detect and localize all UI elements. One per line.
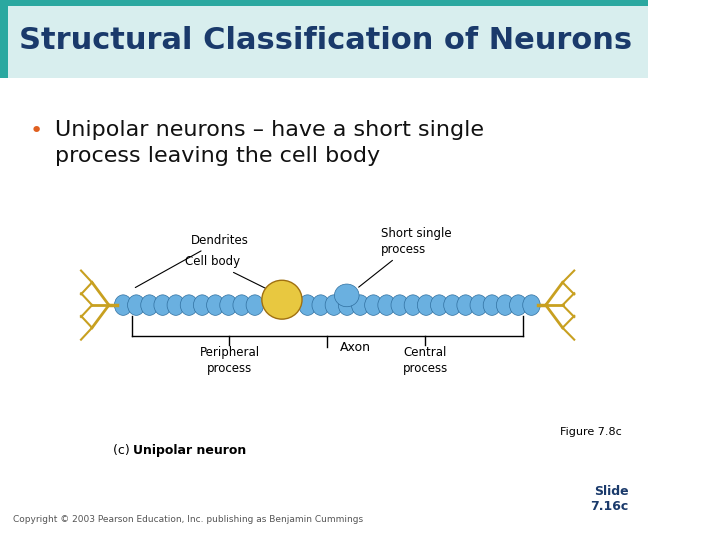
Ellipse shape: [523, 295, 540, 315]
Ellipse shape: [444, 295, 462, 315]
Text: Copyright © 2003 Pearson Education, Inc. publishing as Benjamin Cummings: Copyright © 2003 Pearson Education, Inc.…: [13, 515, 363, 524]
Ellipse shape: [496, 295, 514, 315]
Text: Axon: Axon: [341, 341, 372, 354]
Text: Dendrites: Dendrites: [135, 234, 249, 287]
Ellipse shape: [334, 284, 359, 307]
Ellipse shape: [483, 295, 500, 315]
Ellipse shape: [338, 295, 356, 315]
Text: Structural Classification of Neurons: Structural Classification of Neurons: [19, 26, 633, 55]
Ellipse shape: [391, 295, 408, 315]
Ellipse shape: [325, 295, 343, 315]
Text: Cell body: Cell body: [185, 255, 270, 291]
Ellipse shape: [220, 295, 238, 315]
Ellipse shape: [510, 295, 527, 315]
Ellipse shape: [457, 295, 474, 315]
Text: Unipolar neuron: Unipolar neuron: [133, 444, 246, 457]
Ellipse shape: [233, 295, 251, 315]
Text: •: •: [30, 122, 42, 141]
Ellipse shape: [418, 295, 435, 315]
Ellipse shape: [431, 295, 448, 315]
Ellipse shape: [299, 295, 316, 315]
Ellipse shape: [364, 295, 382, 315]
Ellipse shape: [246, 295, 264, 315]
Ellipse shape: [404, 295, 422, 315]
Text: Slide
7.16c: Slide 7.16c: [590, 485, 629, 513]
Text: Short single
process: Short single process: [359, 227, 451, 287]
Text: (c): (c): [114, 444, 138, 457]
Ellipse shape: [351, 295, 369, 315]
Ellipse shape: [312, 295, 330, 315]
Text: Peripheral
process: Peripheral process: [199, 346, 259, 375]
Ellipse shape: [207, 295, 224, 315]
Ellipse shape: [470, 295, 487, 315]
Ellipse shape: [140, 295, 158, 315]
FancyBboxPatch shape: [0, 0, 648, 6]
Ellipse shape: [167, 295, 184, 315]
Ellipse shape: [127, 295, 145, 315]
Ellipse shape: [154, 295, 171, 315]
Ellipse shape: [262, 280, 302, 319]
Ellipse shape: [194, 295, 211, 315]
FancyBboxPatch shape: [0, 0, 648, 78]
Ellipse shape: [114, 295, 132, 315]
FancyBboxPatch shape: [0, 0, 8, 78]
Text: Central
process: Central process: [402, 346, 448, 375]
Text: Unipolar neurons – have a short single
process leaving the cell body: Unipolar neurons – have a short single p…: [55, 120, 484, 166]
Ellipse shape: [378, 295, 395, 315]
Text: Figure 7.8c: Figure 7.8c: [560, 427, 622, 437]
Ellipse shape: [180, 295, 198, 315]
